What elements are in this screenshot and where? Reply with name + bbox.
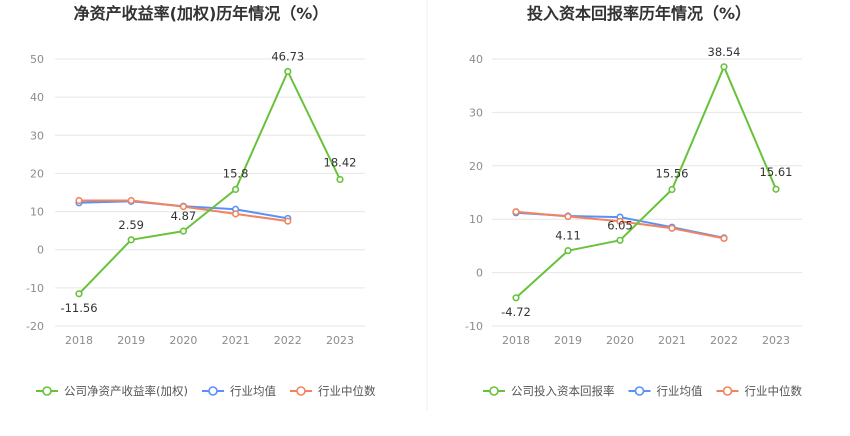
legend-marker bbox=[722, 386, 733, 396]
y-tick-label: 20 bbox=[30, 167, 44, 180]
y-tick-label: 0 bbox=[37, 244, 44, 257]
legend-label: 行业均值 bbox=[657, 384, 703, 398]
series-industry-median bbox=[512, 208, 728, 243]
legend-marker bbox=[634, 386, 645, 396]
data-point[interactable] bbox=[512, 294, 520, 302]
x-tick-label: 2018 bbox=[65, 334, 93, 347]
y-tick-label: 40 bbox=[30, 91, 44, 104]
x-tick-label: 2018 bbox=[502, 334, 530, 347]
y-tick-label: 30 bbox=[469, 106, 483, 119]
data-point[interactable] bbox=[75, 290, 83, 298]
x-tick-label: 2021 bbox=[222, 334, 250, 347]
data-point[interactable] bbox=[668, 185, 676, 194]
data-point[interactable] bbox=[179, 227, 187, 235]
chart-title: 投入资本回报率历年情况（%） bbox=[527, 4, 751, 23]
data-label: 15.8 bbox=[223, 166, 249, 180]
y-tick-label: -10 bbox=[465, 320, 483, 333]
data-label: 15.56 bbox=[656, 167, 689, 181]
x-tick-label: 2020 bbox=[606, 334, 634, 347]
legend-item[interactable]: 行业中位数 bbox=[716, 384, 803, 398]
data-label: 2.59 bbox=[118, 218, 144, 232]
data-label: 4.11 bbox=[555, 229, 581, 243]
data-point[interactable] bbox=[232, 210, 240, 218]
legend-item[interactable]: 公司投入资本回报率 bbox=[483, 384, 615, 398]
legend-marker bbox=[489, 386, 499, 396]
data-point[interactable] bbox=[232, 185, 240, 194]
data-point[interactable] bbox=[616, 236, 624, 244]
data-point[interactable] bbox=[284, 67, 292, 76]
data-point[interactable] bbox=[616, 217, 624, 225]
chart-2: 投入资本回报率历年情况（%） -10 0 10 20 30 40 2018 2019 2020 20… bbox=[465, 4, 802, 398]
x-tick-label: 2022 bbox=[274, 334, 302, 347]
data-label: 18.42 bbox=[324, 155, 357, 169]
legend: 公司净资产收益率(加权) 行业均值 行业中位数 bbox=[36, 384, 376, 398]
legend: 公司投入资本回报率 行业均值 行业中位数 bbox=[483, 384, 802, 398]
y-tick-label: 10 bbox=[469, 213, 483, 226]
legend-label: 行业中位数 bbox=[318, 384, 376, 398]
data-label: 46.73 bbox=[271, 49, 304, 63]
data-point[interactable] bbox=[720, 234, 728, 243]
x-tick-label: 2022 bbox=[710, 334, 738, 347]
data-point[interactable] bbox=[564, 247, 572, 255]
data-point[interactable] bbox=[127, 236, 135, 244]
y-tick-label: 10 bbox=[30, 206, 44, 219]
legend-marker bbox=[296, 386, 306, 396]
data-point[interactable] bbox=[512, 208, 520, 216]
data-label: 4.87 bbox=[171, 209, 197, 223]
legend-label: 行业中位数 bbox=[745, 384, 803, 398]
data-point[interactable] bbox=[336, 175, 344, 184]
legend-item[interactable]: 行业中位数 bbox=[289, 384, 376, 398]
chart-1: 净资产收益率(加权)历年情况（%） -20 -10 0 10 20 30 40 50 2018 20… bbox=[26, 4, 376, 398]
y-tick-label: 40 bbox=[469, 53, 483, 66]
chart-title: 净资产收益率(加权)历年情况（%） bbox=[74, 4, 329, 23]
y-tick-label: 0 bbox=[476, 267, 483, 280]
data-point[interactable] bbox=[720, 63, 728, 71]
legend-item[interactable]: 行业均值 bbox=[201, 384, 276, 398]
x-tick-label: 2023 bbox=[762, 334, 790, 347]
data-label: -4.72 bbox=[501, 305, 531, 319]
data-point[interactable] bbox=[772, 185, 780, 193]
legend-item[interactable]: 公司净资产收益率(加权) bbox=[36, 384, 188, 398]
y-tick-label: -10 bbox=[26, 282, 44, 295]
data-point[interactable] bbox=[564, 212, 572, 221]
legend-label: 公司投入资本回报率 bbox=[511, 384, 615, 398]
legend-item[interactable]: 行业均值 bbox=[628, 384, 703, 398]
y-tick-label: 30 bbox=[30, 129, 44, 142]
y-tick-label: -20 bbox=[26, 320, 44, 333]
x-tick-label: 2021 bbox=[658, 334, 686, 347]
legend-label: 公司净资产收益率(加权) bbox=[64, 384, 188, 398]
data-label: 6.05 bbox=[607, 218, 633, 232]
data-point[interactable] bbox=[179, 203, 187, 211]
x-tick-label: 2019 bbox=[117, 334, 145, 347]
x-tick-label: 2020 bbox=[169, 334, 197, 347]
data-label: 38.54 bbox=[708, 45, 741, 59]
y-tick-label: 20 bbox=[469, 160, 483, 173]
data-point[interactable] bbox=[127, 196, 135, 205]
series-line bbox=[78, 70, 341, 295]
legend-label: 行业均值 bbox=[230, 384, 276, 398]
data-label: -11.56 bbox=[60, 301, 97, 315]
data-point[interactable] bbox=[75, 196, 83, 205]
series-line bbox=[515, 65, 777, 299]
x-tick-label: 2023 bbox=[326, 334, 354, 347]
data-point[interactable] bbox=[668, 224, 676, 232]
y-tick-label: 50 bbox=[30, 53, 44, 66]
x-tick-label: 2019 bbox=[554, 334, 582, 347]
legend-marker bbox=[42, 386, 52, 396]
legend-marker bbox=[208, 386, 218, 396]
series-industry-median bbox=[75, 196, 292, 225]
data-label: 15.61 bbox=[760, 165, 793, 179]
series-company: -4.72 4.11 6.05 15.56 38.54 15.61 bbox=[501, 45, 792, 319]
series-company: -11.56 2.59 4.87 15.8 46.73 18.42 bbox=[60, 49, 356, 314]
data-point[interactable] bbox=[284, 217, 292, 225]
